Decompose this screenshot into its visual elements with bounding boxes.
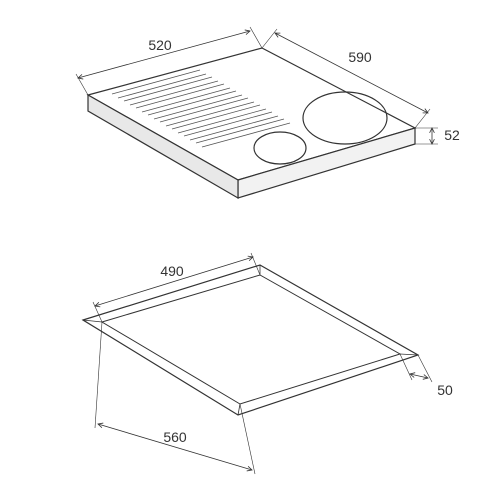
- dim-560-label: 560: [163, 429, 187, 445]
- dim-52: 52: [415, 127, 460, 144]
- dim-520-label: 520: [148, 37, 172, 53]
- dim-490-label: 490: [160, 263, 184, 279]
- cutout-view: 490 560 50: [83, 253, 453, 474]
- technical-diagram: 520 590 52 490: [0, 0, 500, 500]
- dim-490: 490: [93, 253, 260, 322]
- dim-560: 560: [95, 322, 255, 474]
- cutout-inner: [102, 275, 400, 404]
- dim-50: 50: [400, 354, 453, 398]
- dim-50-label: 50: [437, 382, 453, 398]
- dim-590-label: 590: [348, 49, 372, 65]
- dim-52-label: 52: [444, 127, 460, 143]
- cooktop-top-view: 520 590 52: [76, 27, 460, 198]
- cooktop-top-face: [88, 48, 415, 180]
